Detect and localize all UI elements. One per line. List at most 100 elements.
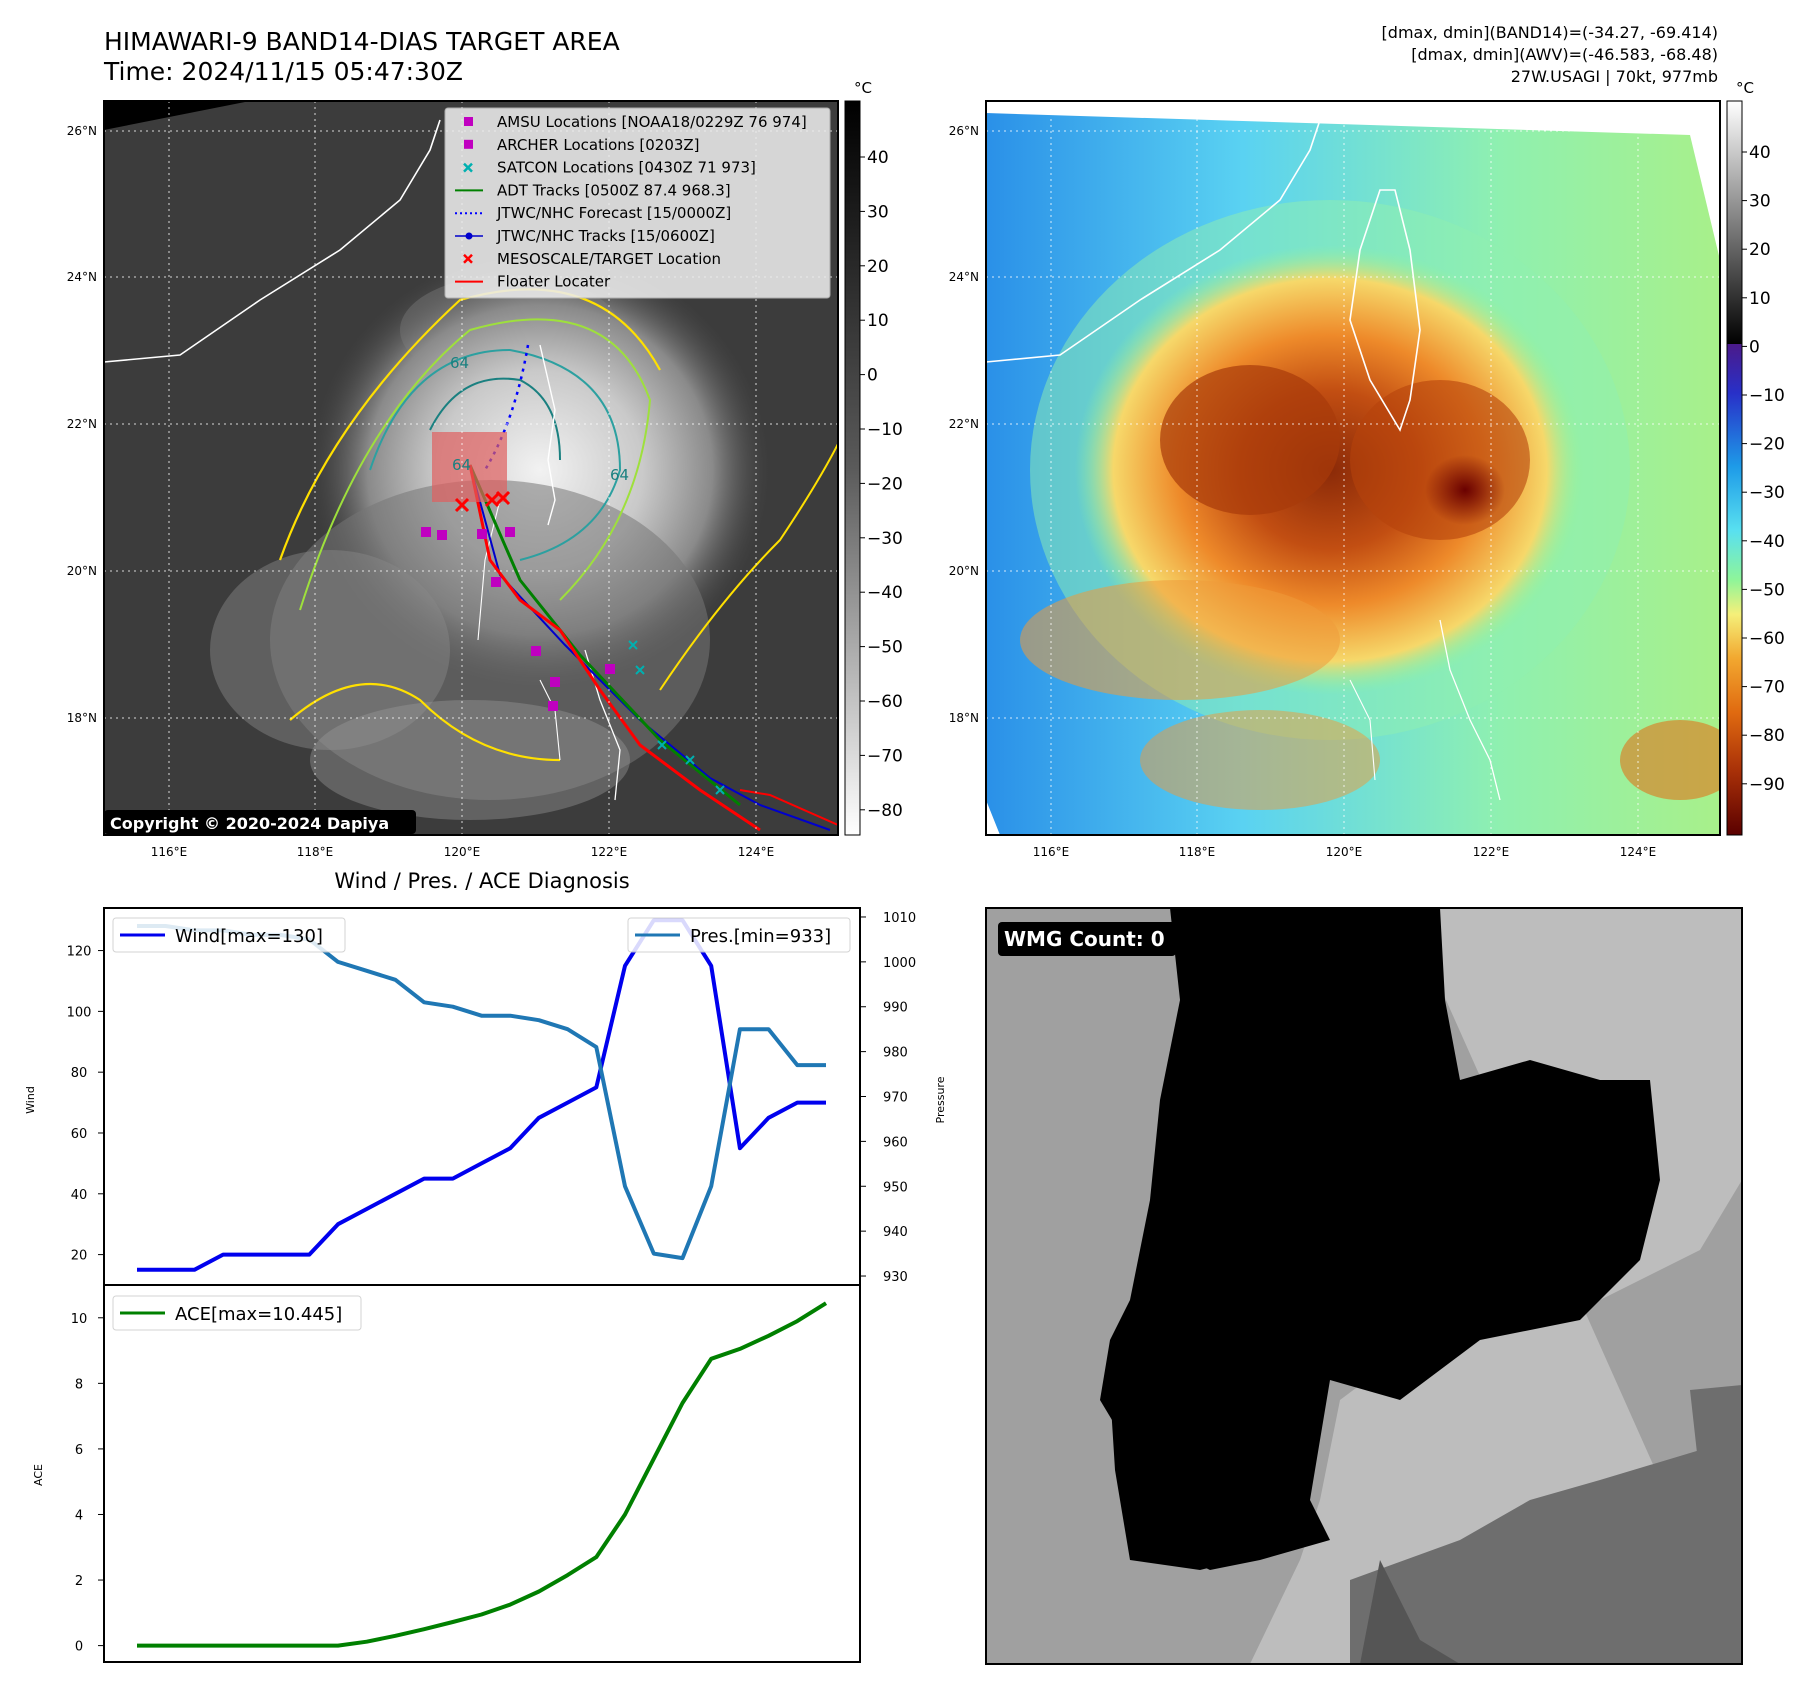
- pressure-tick-label: 1000: [883, 956, 916, 971]
- colorbar-tick-label: 30: [867, 202, 889, 222]
- ace-tick-label: 10: [71, 1312, 88, 1327]
- colorbar-tick-label: 30: [1749, 192, 1771, 212]
- legend-label: ARCHER Locations [0203Z]: [497, 136, 700, 154]
- colorbar-tick-label: −80: [1749, 726, 1785, 746]
- colorbar-tick-label: −80: [867, 801, 903, 821]
- colorbar-tick-label: 0: [1749, 337, 1760, 357]
- lon-tick-label: 120°E: [444, 845, 481, 859]
- copyright-text: Copyright © 2020-2024 Dapiya: [110, 814, 389, 833]
- wind-axis-ticks: 20 40 60 80 100 120: [67, 945, 104, 1264]
- amsu-fix-icon: [491, 577, 501, 587]
- colorbar-tick-label: −10: [1749, 386, 1785, 406]
- ace-tick-label: 0: [75, 1640, 83, 1655]
- colorbar-tick-label: −70: [1749, 678, 1785, 698]
- pressure-axis-label: Pressure: [934, 1076, 947, 1123]
- legend-label: MESOSCALE/TARGET Location: [497, 250, 721, 268]
- colorbar-tick-label: −30: [1749, 483, 1785, 503]
- satcon-fix-icon: [685, 755, 695, 765]
- contour-label-64: 64: [452, 456, 471, 474]
- lon-tick-label: 116°E: [151, 845, 188, 859]
- pressure-axis-ticks: 930 940 950 960 970 980 990 1000 1010: [860, 911, 916, 1285]
- ace-tick-label: 4: [75, 1508, 83, 1523]
- colorbar-tick-label: −50: [867, 638, 903, 658]
- lon-tick-label: 118°E: [1179, 845, 1216, 859]
- ace-series-line: [137, 1301, 828, 1648]
- lat-tick-label: 24°N: [67, 270, 97, 284]
- pressure-tick-label: 940: [883, 1225, 908, 1240]
- lat-tick-label: 24°N: [949, 270, 979, 284]
- lat-tick-label: 18°N: [67, 711, 97, 725]
- lat-tick-label: 22°N: [949, 417, 979, 431]
- lat-tick-label: 26°N: [949, 124, 979, 138]
- lat-tick-label: 26°N: [67, 124, 97, 138]
- ace-axis-ticks: 0 2 4 6 8 10: [71, 1312, 104, 1655]
- legend-label: JTWC/NHC Tracks [15/0600Z]: [496, 227, 715, 245]
- wind-axis-label: Wind: [24, 1086, 37, 1114]
- target-x-icon: [495, 490, 511, 506]
- satcon-fix-icon: [628, 640, 638, 650]
- pressure-tick-label: 950: [883, 1180, 908, 1195]
- target-x-icon: [484, 492, 500, 508]
- lon-tick-label: 116°E: [1033, 845, 1070, 859]
- colorbar-tick-label: −40: [867, 583, 903, 603]
- colorbar-tick-label: 10: [1749, 289, 1771, 309]
- right-map-lon-ticks: 116°E 118°E 120°E 122°E 124°E: [1033, 845, 1657, 859]
- diagnosis-title: Wind / Pres. / ACE Diagnosis: [334, 869, 629, 893]
- legend-item: AMSU Locations [NOAA18/0229Z 76 974]: [464, 113, 807, 131]
- pressure-legend: Pres.[min=933]: [627, 917, 851, 953]
- wind-tick-label: 40: [71, 1188, 88, 1203]
- target-x-icon: [454, 497, 470, 513]
- amsu-fix-icon: [477, 529, 487, 539]
- wind-legend: Wind[max=130]: [112, 917, 346, 953]
- left-map-lon-ticks: 116°E 118°E 120°E 122°E 124°E: [151, 845, 775, 859]
- left-colorbar-unit: °C: [854, 79, 872, 97]
- copyright-badge: Copyright © 2020-2024 Dapiya: [104, 810, 416, 834]
- pressure-tick-label: 990: [883, 1001, 908, 1016]
- colorbar-tick-label: 0: [867, 366, 878, 386]
- figure-time: Time: 2024/11/15 05:47:30Z: [103, 57, 463, 86]
- amsu-fix-icon: [437, 530, 447, 540]
- square-marker-icon: [464, 117, 473, 126]
- legend-item: ARCHER Locations [0203Z]: [464, 136, 700, 154]
- left-map-lat-ticks: 26°N 24°N 22°N 20°N 18°N: [67, 124, 97, 725]
- amsu-fix-icon: [548, 701, 558, 711]
- legend-item: JTWC/NHC Forecast [15/0000Z]: [455, 204, 731, 222]
- legend-item: ADT Tracks [0500Z 87.4 968.3]: [455, 181, 731, 199]
- satcon-fix-icon: [715, 785, 725, 795]
- colorbar-tick-label: −40: [1749, 532, 1785, 552]
- amsu-fix-icon: [505, 527, 515, 537]
- legend-label: JTWC/NHC Forecast [15/0000Z]: [496, 204, 731, 222]
- amsu-fix-icon: [550, 677, 560, 687]
- info-band14: [dmax, dmin](BAND14)=(-34.27, -69.414): [1382, 23, 1718, 42]
- info-awv: [dmax, dmin](AWV)=(-46.583, -68.48): [1411, 45, 1718, 64]
- lon-tick-label: 122°E: [591, 845, 628, 859]
- lon-tick-label: 124°E: [738, 845, 775, 859]
- colorbar-tick-label: −30: [867, 529, 903, 549]
- wind-legend-label: Wind[max=130]: [175, 926, 323, 947]
- wmg-count-badge: WMG Count: 0: [998, 922, 1176, 956]
- wind-tick-label: 60: [71, 1127, 88, 1142]
- legend-label: Floater Locater: [497, 273, 611, 291]
- right-colorbar: °C 40 30 20 10 0 −10 −20 −30 −40 −50 −60 −70 −80 −90: [1726, 79, 1785, 836]
- right-map-panel: [985, 100, 1721, 836]
- colorbar-tick-label: −60: [1749, 629, 1785, 649]
- fix-markers: [421, 490, 725, 795]
- wind-tick-label: 120: [67, 945, 92, 960]
- lat-tick-label: 18°N: [949, 711, 979, 725]
- lon-tick-label: 122°E: [1473, 845, 1510, 859]
- pressure-tick-label: 1010: [883, 911, 916, 926]
- ace-legend-label: ACE[max=10.445]: [175, 1304, 342, 1325]
- colorbar-tick-label: −60: [867, 692, 903, 712]
- legend-item: MESOSCALE/TARGET Location: [463, 250, 721, 268]
- satcon-fix-icon: [657, 740, 667, 750]
- right-colorbar-unit: °C: [1736, 79, 1754, 97]
- amsu-fix-icon: [531, 646, 541, 656]
- pressure-tick-label: 980: [883, 1046, 908, 1061]
- wind-pressure-plot: 20 40 60 80 100 120 930 940 950 960 970 980 990 1000…: [24, 907, 947, 1286]
- left-colorbar: °C 40 30 20 10 0 −10 −20 −30 −40 −50 −60 −70 −80: [844, 79, 903, 836]
- ace-plot: 0 2 4 6 8 10 ACE ACE[max=10.445]: [32, 1284, 861, 1663]
- colorbar-tick-label: −10: [867, 420, 903, 440]
- pressure-legend-label: Pres.[min=933]: [690, 926, 831, 947]
- lat-tick-label: 22°N: [67, 417, 97, 431]
- wmg-panel: WMG Count: 0: [985, 907, 1743, 1665]
